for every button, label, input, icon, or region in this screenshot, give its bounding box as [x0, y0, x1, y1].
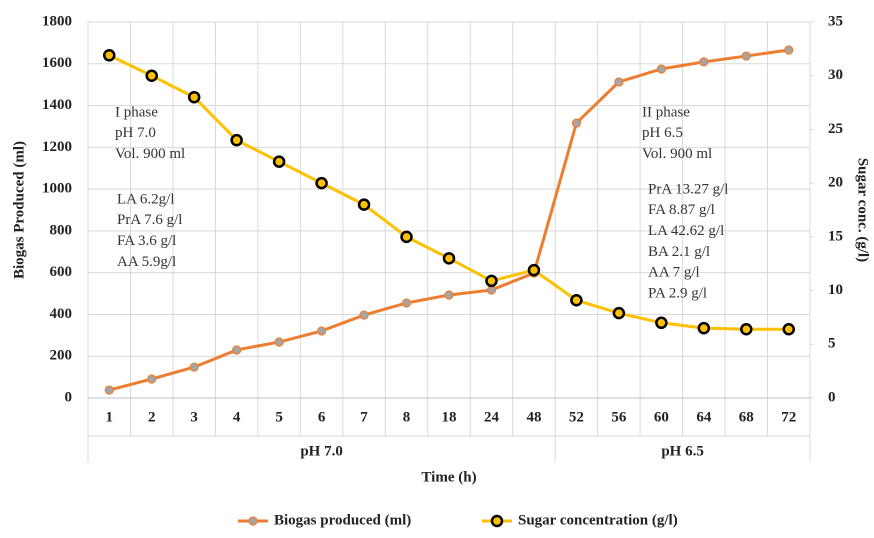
x-tick-label: 7	[360, 409, 368, 425]
annotation: pH 7.0	[115, 125, 156, 141]
x-tick-label: 52	[569, 409, 584, 425]
group-label: pH 7.0	[300, 443, 343, 459]
marker	[187, 90, 201, 104]
marker	[697, 321, 711, 335]
y-tick-label: 200	[50, 348, 73, 364]
annotation: LA 6.2g/l	[117, 191, 175, 207]
marker	[444, 290, 454, 300]
annotation: II phase	[642, 104, 690, 120]
marker	[442, 252, 456, 265]
y2-tick-label: 10	[828, 282, 843, 298]
y-tick-label: 1600	[42, 55, 72, 71]
group-label: pH 6.5	[661, 443, 704, 459]
marker	[102, 49, 116, 62]
annotation: PrA 7.6 g/l	[117, 212, 182, 228]
marker	[104, 385, 114, 395]
y-tick-label: 600	[50, 264, 73, 280]
annotation: pH 6.5	[642, 125, 683, 141]
y2-tick-label: 35	[828, 13, 843, 29]
y-tick-label: 1000	[42, 181, 72, 197]
marker	[486, 285, 497, 295]
marker	[699, 57, 709, 67]
x-tick-label: 60	[654, 409, 669, 425]
y2-tick-label: 20	[828, 175, 843, 191]
marker	[782, 322, 796, 336]
x-tick-label: 1	[105, 409, 113, 425]
annotation: PA 2.9 g/l	[648, 285, 707, 301]
x-tick-label: 18	[442, 409, 457, 425]
legend-label: Biogas produced (ml)	[274, 512, 411, 528]
series-line	[108, 48, 789, 392]
y-tick-label: 800	[50, 222, 73, 238]
marker	[230, 133, 243, 147]
marker	[274, 337, 284, 347]
y2-tick-label: 15	[828, 228, 843, 244]
y-tick-label: 1200	[42, 139, 72, 155]
x-tick-label: 2	[148, 409, 156, 425]
x-tick-label: 24	[484, 409, 500, 425]
marker	[315, 176, 328, 190]
marker	[145, 69, 158, 82]
marker	[656, 64, 666, 74]
y2-tick-label: 5	[828, 336, 836, 352]
y-tick-label: 0	[65, 389, 73, 405]
marker	[400, 230, 413, 244]
annotation: Vol. 900 ml	[115, 146, 185, 162]
x-tick-label: 64	[696, 409, 712, 425]
marker	[189, 362, 199, 372]
y-tick-label: 400	[50, 306, 73, 322]
marker	[784, 45, 794, 55]
marker	[147, 374, 157, 384]
annotation: FA 3.6 g/l	[117, 233, 176, 249]
annotation: Vol. 900 ml	[642, 146, 712, 162]
x-tick-label: 72	[781, 409, 796, 425]
marker	[316, 326, 327, 336]
marker	[614, 77, 624, 87]
marker	[655, 316, 668, 330]
marker	[232, 345, 242, 355]
annotation: PrA 13.27 g/l	[648, 181, 728, 197]
marker	[359, 310, 369, 320]
y2-axis-title: Sugar conc. (g/l)	[855, 158, 871, 262]
annotation: AA 5.9g/l	[117, 254, 176, 270]
y-tick-label: 1400	[42, 97, 72, 113]
marker	[570, 293, 583, 307]
marker	[401, 298, 412, 308]
x-tick-label: 3	[190, 409, 198, 425]
marker	[741, 51, 751, 61]
y-axis-title: Biogas Produced (ml)	[11, 141, 27, 279]
legend-marker	[490, 514, 504, 528]
marker	[740, 322, 753, 336]
marker	[357, 198, 371, 211]
y-tick-label: 1800	[42, 13, 72, 29]
y2-tick-label: 25	[828, 121, 843, 137]
legend-marker	[248, 516, 258, 526]
annotation: I phase	[115, 104, 158, 120]
marker	[485, 274, 498, 288]
y2-tick-label: 0	[828, 389, 836, 405]
annotation: LA 42.62 g/l	[648, 223, 724, 239]
y2-tick-label: 30	[828, 67, 843, 83]
marker	[527, 263, 541, 277]
x-tick-label: 4	[233, 409, 241, 425]
legend-label: Sugar concentration (g/l)	[518, 512, 678, 528]
x-tick-label: 48	[526, 409, 541, 425]
marker	[612, 306, 626, 320]
annotation: AA 7 g/l	[648, 265, 700, 281]
x-tick-label: 8	[403, 409, 411, 425]
marker	[571, 118, 582, 128]
x-axis-title: Time (h)	[421, 469, 476, 485]
annotation: BA 2.1 g/l	[648, 244, 710, 260]
x-tick-label: 68	[739, 409, 754, 425]
x-tick-label: 56	[611, 409, 627, 425]
annotation: FA 8.87 g/l	[648, 202, 715, 218]
marker	[272, 155, 286, 168]
x-tick-label: 5	[275, 409, 283, 425]
x-tick-label: 6	[318, 409, 326, 425]
